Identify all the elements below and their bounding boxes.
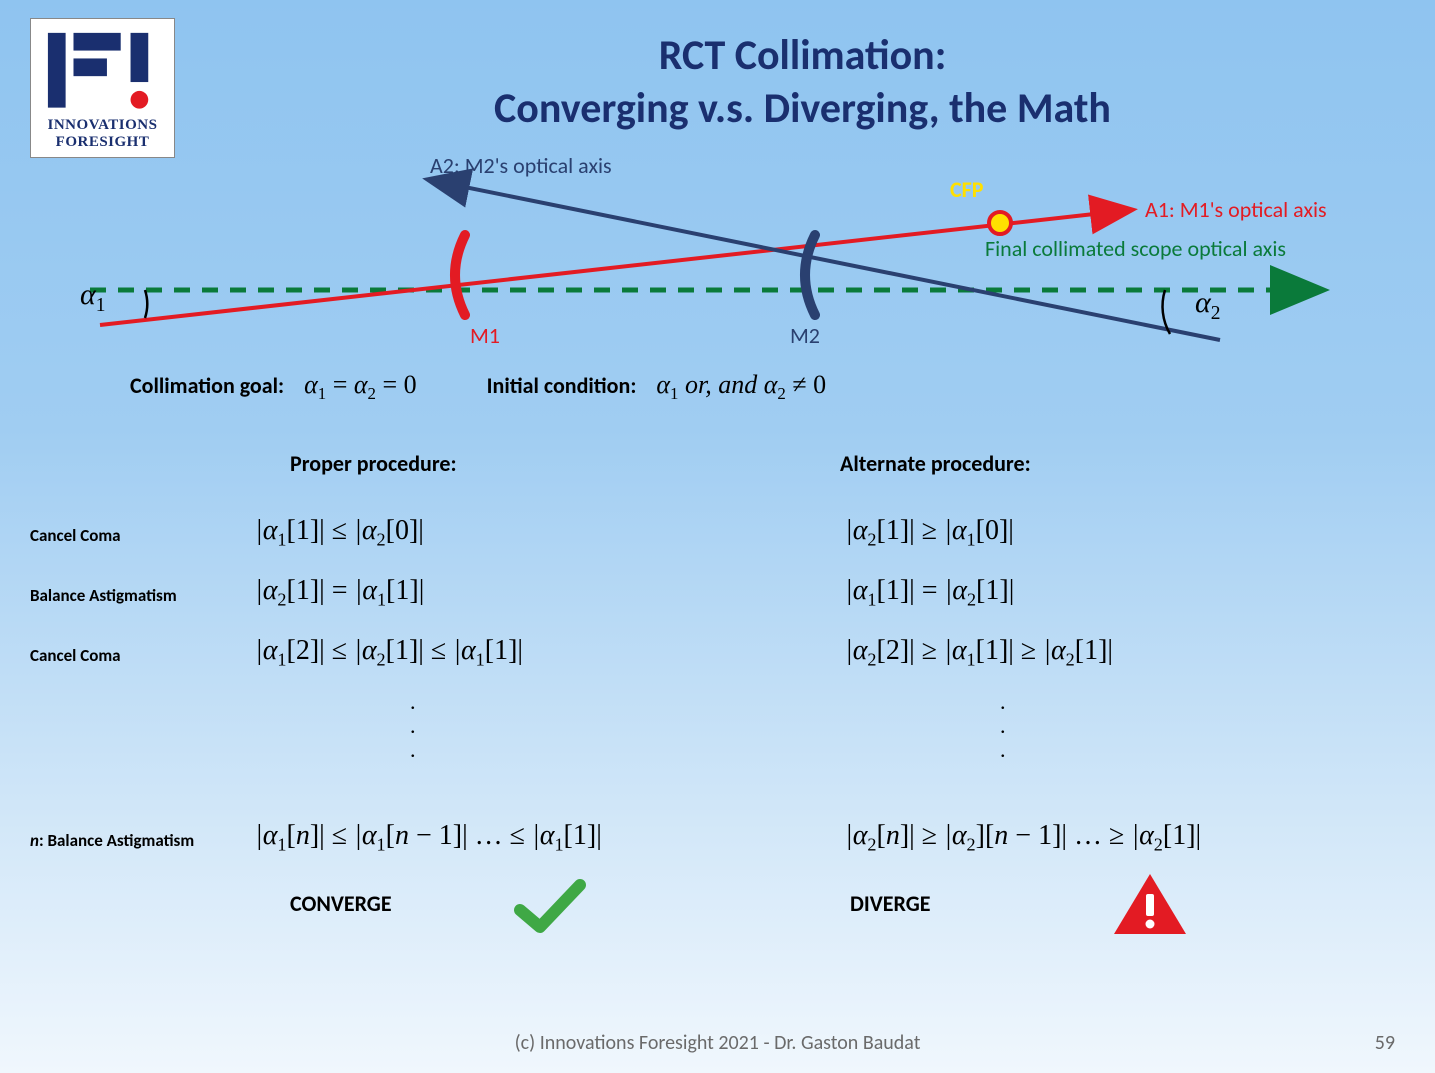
converge-label: CONVERGE (290, 890, 392, 917)
proper-f2: |α2[1]| = |α1[1]| (255, 575, 424, 611)
alt-f3: |α2[2]| ≥ |α1[1]| ≥ |α2[1]| (845, 635, 1113, 671)
footer-copyright: (c) Innovations Foresight 2021 - Dr. Gas… (0, 1031, 1435, 1055)
logo: INNOVATIONS FORESIGHT (30, 18, 175, 158)
page-title: RCT Collimation: Converging v.s. Divergi… (210, 30, 1395, 135)
a1-label: A1: M1's optical axis (1145, 196, 1327, 223)
collimation-goal-label: Collimation goal: (130, 372, 284, 399)
footer-page-number: 59 (1375, 1031, 1395, 1055)
step3-label: Cancel Coma (30, 645, 121, 666)
proper-f1: |α1[1]| ≤ |α2[0]| (255, 515, 424, 551)
warning-icon (1110, 870, 1190, 940)
alpha1-symbol: α1 (80, 278, 106, 317)
diagram-svg (70, 150, 1370, 380)
goal-line: Collimation goal: α1 = α2 = 0 Initial co… (130, 370, 826, 404)
final-axis-label: Final collimated scope optical axis (985, 235, 1286, 262)
m1-label: M1 (470, 322, 500, 349)
proper-header: Proper procedure: (290, 450, 457, 477)
alpha2-symbol: α2 (1195, 286, 1221, 325)
logo-line2: FORESIGHT (56, 135, 150, 151)
step1-label: Cancel Coma (30, 525, 121, 546)
initial-condition-label: Initial condition: (487, 372, 637, 399)
a2-label: A2: M2's optical axis (430, 152, 612, 179)
m2-label: M2 (790, 322, 820, 349)
step2-label: Balance Astigmatism (30, 585, 177, 606)
initial-expr: α1 or, and α2 ≠ 0 (656, 370, 826, 404)
title-line2: Converging v.s. Diverging, the Math (494, 83, 1111, 134)
checkmark-icon (510, 875, 590, 940)
proper-dots: ... (410, 690, 416, 763)
title-line1: RCT Collimation: (659, 30, 947, 81)
alt-fn: |α2[n]| ≥ |α2][n − 1]| … ≥ |α2[1]| (845, 820, 1201, 856)
alt-f1: |α2[1]| ≥ |α1[0]| (845, 515, 1014, 551)
proper-fn: |α1[n]| ≤ |α1[n − 1]| … ≤ |α1[1]| (255, 820, 602, 856)
logo-line1: INNOVATIONS (48, 118, 158, 134)
stepn-label: n: Balance Astigmatism (30, 830, 194, 851)
alternate-header: Alternate procedure: (840, 450, 1031, 477)
alt-dots: ... (1000, 690, 1006, 763)
proper-f3: |α1[2]| ≤ |α2[1]| ≤ |α1[1]| (255, 635, 523, 671)
diverge-label: DIVERGE (850, 890, 930, 917)
alt-f2: |α1[1]| = |α2[1]| (845, 575, 1014, 611)
logo-mark (39, 25, 167, 116)
cfp-label: CFP (950, 176, 983, 203)
optical-diagram: A2: M2's optical axis CFP A1: M1's optic… (70, 150, 1370, 380)
goal-expr: α1 = α2 = 0 (304, 370, 417, 404)
